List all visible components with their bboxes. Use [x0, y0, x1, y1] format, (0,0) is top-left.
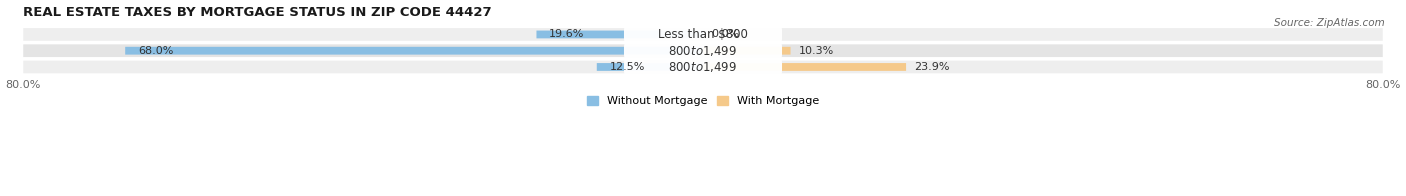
- Text: 10.3%: 10.3%: [799, 46, 834, 56]
- Legend: Without Mortgage, With Mortgage: Without Mortgage, With Mortgage: [582, 92, 824, 111]
- Text: 12.5%: 12.5%: [610, 62, 645, 72]
- FancyBboxPatch shape: [624, 26, 782, 43]
- FancyBboxPatch shape: [24, 44, 1382, 57]
- Text: Less than $800: Less than $800: [658, 28, 748, 41]
- Text: Source: ZipAtlas.com: Source: ZipAtlas.com: [1274, 18, 1385, 28]
- FancyBboxPatch shape: [537, 31, 703, 38]
- Text: 68.0%: 68.0%: [138, 46, 173, 56]
- Text: 0.0%: 0.0%: [711, 29, 740, 39]
- FancyBboxPatch shape: [596, 63, 703, 71]
- FancyBboxPatch shape: [703, 47, 790, 55]
- Text: REAL ESTATE TAXES BY MORTGAGE STATUS IN ZIP CODE 44427: REAL ESTATE TAXES BY MORTGAGE STATUS IN …: [24, 5, 492, 19]
- FancyBboxPatch shape: [24, 28, 1382, 41]
- Text: $800 to $1,499: $800 to $1,499: [668, 44, 738, 58]
- FancyBboxPatch shape: [624, 58, 782, 75]
- Text: 19.6%: 19.6%: [550, 29, 585, 39]
- FancyBboxPatch shape: [624, 42, 782, 59]
- FancyBboxPatch shape: [125, 47, 703, 55]
- Text: $800 to $1,499: $800 to $1,499: [668, 60, 738, 74]
- FancyBboxPatch shape: [703, 63, 905, 71]
- Text: 23.9%: 23.9%: [914, 62, 950, 72]
- FancyBboxPatch shape: [24, 61, 1382, 73]
